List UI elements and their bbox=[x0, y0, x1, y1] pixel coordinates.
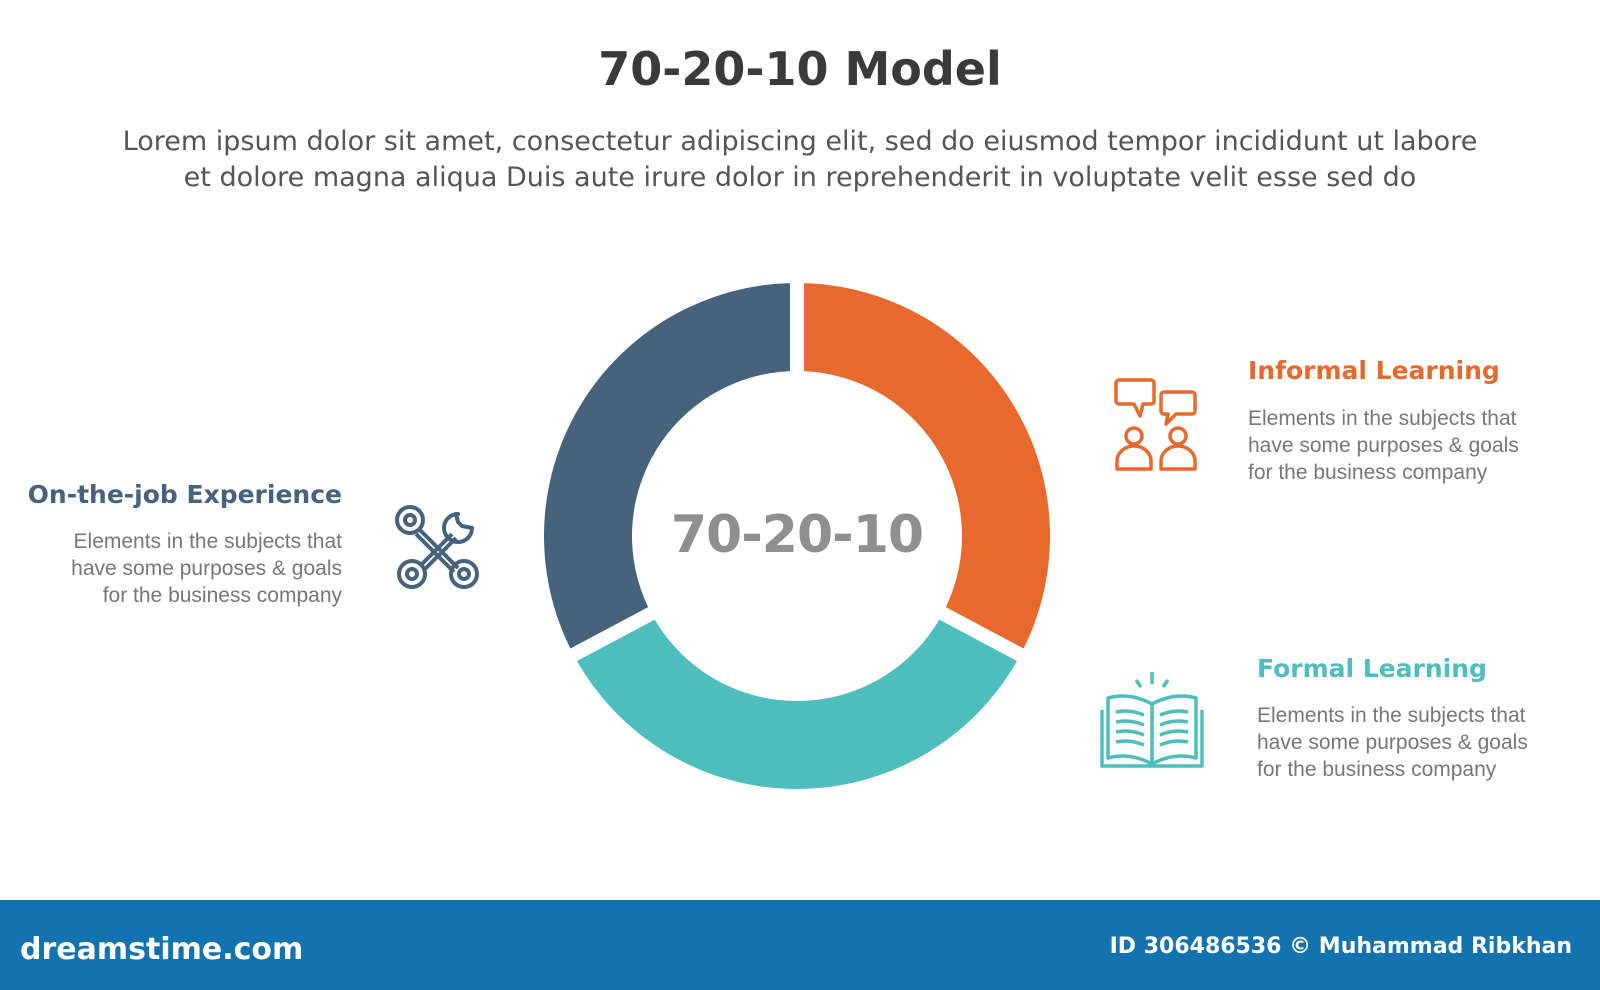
desc-line: have some purposes & goals bbox=[1257, 731, 1528, 754]
people-chat-icon bbox=[1114, 378, 1197, 471]
wrench-screwdriver-icon bbox=[395, 505, 479, 589]
subtitle: Lorem ipsum dolor sit amet, consectetur … bbox=[60, 124, 1540, 196]
footer-brand: dreamstime.com bbox=[20, 932, 304, 967]
desc-line: Elements in the subjects that bbox=[1257, 704, 1526, 727]
desc-line: for the business company bbox=[1257, 758, 1497, 781]
informal-desc: Elements in the subjects that have some … bbox=[1248, 405, 1519, 486]
donut-segment-informal-learning bbox=[804, 283, 1050, 649]
desc-line: Elements in the subjects that bbox=[73, 530, 342, 553]
onjob-title: On-the-job Experience bbox=[27, 480, 342, 509]
donut-chart bbox=[544, 283, 1050, 790]
desc-line: have some purposes & goals bbox=[1248, 434, 1519, 457]
desc-line: Elements in the subjects that bbox=[1248, 407, 1517, 430]
page-title: 70-20-10 Model bbox=[598, 42, 1002, 96]
desc-line: have some purposes & goals bbox=[71, 557, 342, 580]
informal-title: Informal Learning bbox=[1248, 356, 1500, 385]
desc-line: for the business company bbox=[102, 584, 342, 607]
subtitle-line: Lorem ipsum dolor sit amet, consectetur … bbox=[122, 126, 1478, 157]
formal-desc: Elements in the subjects that have some … bbox=[1257, 702, 1528, 783]
footer-credit: ID 306486536 © Muhammad Ribkhan bbox=[1109, 934, 1572, 959]
formal-title: Formal Learning bbox=[1257, 654, 1487, 683]
donut-center-label: 70-20-10 bbox=[670, 505, 924, 565]
subtitle-line: et dolore magna aliqua Duis aute irure d… bbox=[183, 162, 1417, 193]
donut-segment-on-the-job-experience bbox=[544, 283, 790, 649]
desc-line: for the business company bbox=[1248, 461, 1488, 484]
onjob-desc: Elements in the subjects that have some … bbox=[20, 528, 342, 609]
donut-segment-formal-learning bbox=[577, 619, 1017, 790]
footer-bar: dreamstime.com ID 306486536 © Muhammad R… bbox=[0, 900, 1600, 990]
open-book-icon bbox=[1100, 672, 1204, 768]
